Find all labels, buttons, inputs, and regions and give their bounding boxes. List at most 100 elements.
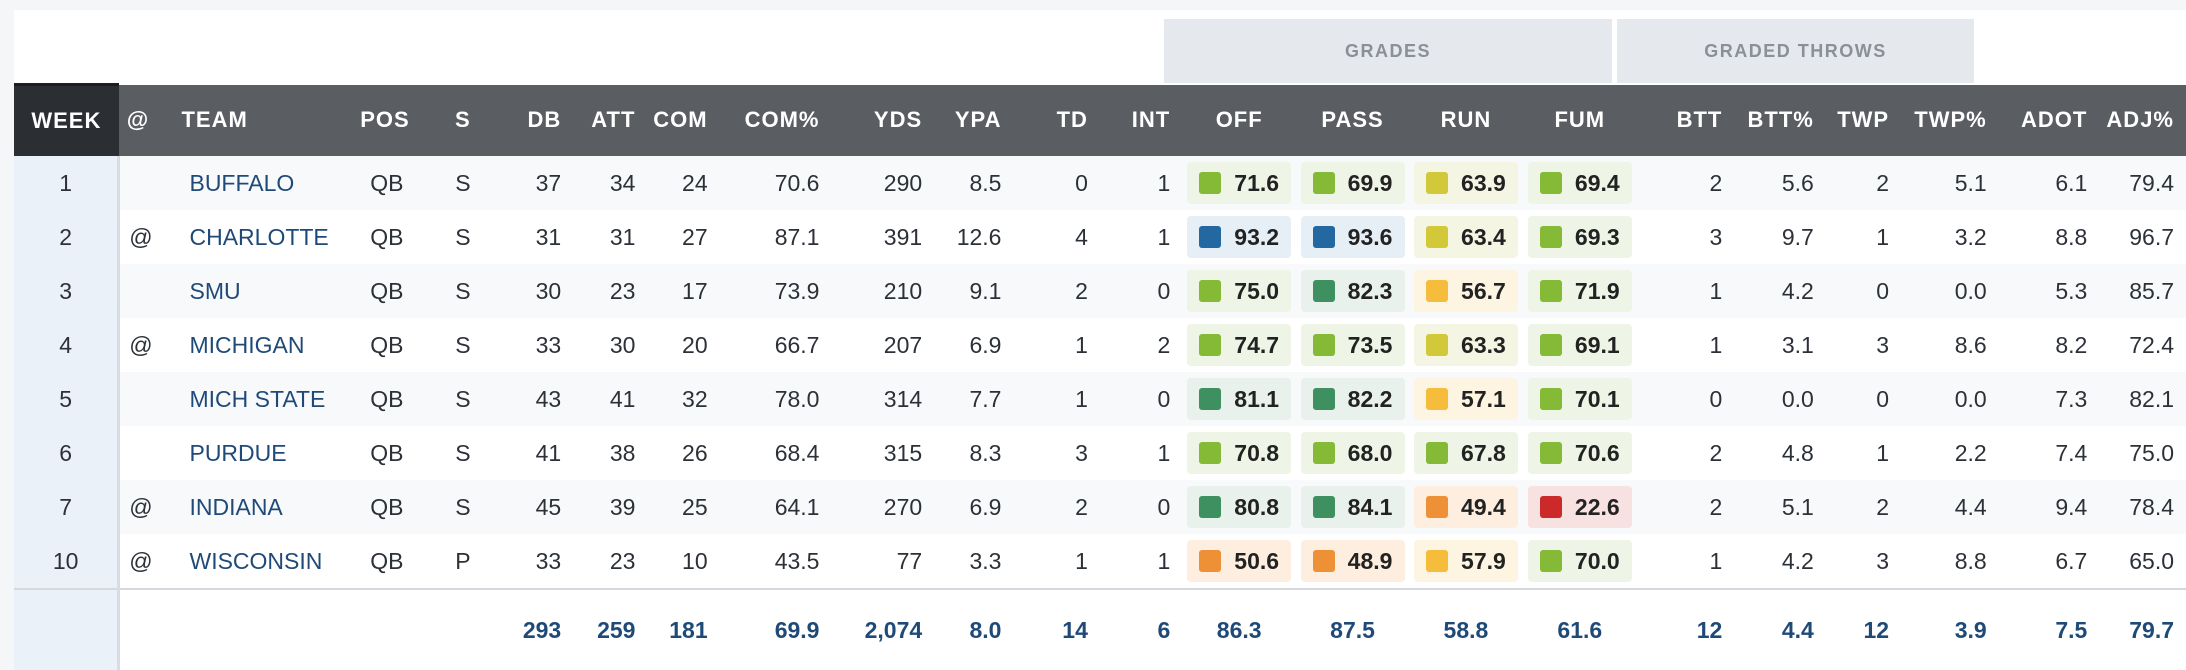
- col-header-td[interactable]: TD: [1013, 84, 1100, 156]
- at-cell: @: [118, 534, 165, 589]
- int-cell: 1: [1099, 156, 1183, 210]
- off-grade-pill: 70.8: [1187, 432, 1292, 474]
- team-link[interactable]: PURDUE: [164, 426, 331, 480]
- col-header-btt-pct[interactable]: BTT%: [1734, 84, 1826, 156]
- col-header-pass[interactable]: PASS: [1296, 84, 1409, 156]
- com-cell: 32: [647, 372, 720, 426]
- col-header-btt[interactable]: BTT: [1636, 84, 1735, 156]
- off-grade-value: 50.6: [1234, 547, 1280, 574]
- col-header-off[interactable]: OFF: [1182, 84, 1297, 156]
- att-cell: 41: [573, 372, 648, 426]
- pos-cell: QB: [330, 372, 431, 426]
- run-grade-pill: 49.4: [1413, 486, 1518, 528]
- com-cell: 17: [647, 264, 720, 318]
- table-row[interactable]: 10 @ WISCONSIN QB P 33 23 10 43.5 77 3.3 1 1 50.6 48.9…: [14, 534, 2186, 589]
- yds-cell: 391: [831, 210, 935, 264]
- grade-color-swatch: [1426, 442, 1449, 464]
- off-grade-pill: 75.0: [1187, 270, 1292, 312]
- fum-grade-cell: 70.1: [1522, 372, 1637, 426]
- off-grade-pill: 71.6: [1187, 162, 1292, 204]
- table-row[interactable]: 1 BUFFALO QB S 37 34 24 70.6 290 8.5 0 1 71.6 69.9 63.…: [14, 156, 2186, 210]
- grade-color-swatch: [1312, 496, 1335, 518]
- week-cell: 1: [14, 156, 121, 210]
- col-header-yds[interactable]: YDS: [831, 84, 935, 156]
- pass-grade-value: 48.9: [1347, 547, 1393, 574]
- pos-cell: QB: [330, 426, 431, 480]
- col-header-adot[interactable]: ADOT: [1998, 84, 2100, 156]
- fum-grade-cell: 71.9: [1522, 264, 1637, 318]
- adj-cell: 96.7: [2099, 210, 2186, 264]
- grade-color-swatch: [1539, 334, 1562, 356]
- grade-color-swatch: [1312, 280, 1335, 302]
- run-grade-cell: 67.8: [1408, 426, 1523, 480]
- table-row[interactable]: 2 @ CHARLOTTE QB S 31 31 27 87.1 391 12.6 4 1 93.2 93.…: [14, 210, 2186, 264]
- pass-grade-pill: 69.9: [1300, 162, 1405, 204]
- att-cell: 38: [573, 426, 648, 480]
- ypa-cell: 7.7: [934, 372, 1014, 426]
- off-grade-pill: 93.2: [1187, 216, 1292, 258]
- pass-grade-cell: 73.5: [1296, 318, 1409, 372]
- team-link[interactable]: SMU: [164, 264, 331, 318]
- yds-cell: 270: [831, 480, 935, 534]
- status-cell: S: [430, 318, 495, 372]
- col-header-int[interactable]: INT: [1099, 84, 1183, 156]
- fum-grade-pill: 69.1: [1527, 324, 1632, 366]
- col-header-at[interactable]: @: [118, 84, 165, 156]
- run-grade-pill: 63.3: [1413, 324, 1518, 366]
- btt-pct-cell: 4.2: [1734, 534, 1826, 589]
- run-grade-pill: 63.9: [1413, 162, 1518, 204]
- col-header-week[interactable]: WEEK: [14, 83, 119, 156]
- run-grade-value: 67.8: [1461, 439, 1506, 466]
- twp-pct-cell: 5.1: [1901, 156, 1999, 210]
- table-row[interactable]: 6 PURDUE QB S 41 38 26 68.4 315 8.3 3 1 70.8 68.0 67.8…: [14, 426, 2186, 480]
- fum-grade-pill: 69.3: [1527, 216, 1632, 258]
- totals-empty-cell: [118, 588, 495, 670]
- run-grade-pill: 56.7: [1413, 270, 1518, 312]
- col-header-s[interactable]: S: [430, 84, 495, 156]
- com-cell: 27: [647, 210, 720, 264]
- pass-grade-value: 73.5: [1347, 331, 1393, 358]
- col-header-team[interactable]: TEAM: [164, 84, 331, 156]
- week-cell: 3: [14, 264, 121, 318]
- fum-grade-pill: 71.9: [1527, 270, 1632, 312]
- team-link[interactable]: INDIANA: [164, 480, 331, 534]
- table-row[interactable]: 3 SMU QB S 30 23 17 73.9 210 9.1 2 0 75.0 82.3 56.7 71.…: [14, 264, 2186, 318]
- col-header-fum[interactable]: FUM: [1522, 84, 1637, 156]
- col-header-adj[interactable]: ADJ%: [2099, 84, 2186, 156]
- col-header-twp[interactable]: TWP: [1825, 84, 1902, 156]
- total-yds: 2,074: [831, 588, 935, 670]
- grades-group-header: GRADES: [1164, 19, 1612, 83]
- team-link[interactable]: CHARLOTTE: [164, 210, 331, 264]
- team-link[interactable]: WISCONSIN: [164, 534, 331, 589]
- int-cell: 0: [1099, 264, 1183, 318]
- com-cell: 26: [647, 426, 720, 480]
- totals-row: 293 259 181 69.9 2,074 8.0 14 6 86.3 87.…: [14, 588, 2186, 670]
- adot-cell: 7.3: [1998, 372, 2100, 426]
- col-header-com-pct[interactable]: COM%: [719, 84, 832, 156]
- col-header-pos[interactable]: POS: [330, 84, 431, 156]
- at-cell: [118, 264, 165, 318]
- col-header-com[interactable]: COM: [647, 84, 720, 156]
- team-link[interactable]: MICHIGAN: [164, 318, 331, 372]
- off-grade-value: 93.2: [1234, 223, 1280, 250]
- off-grade-value: 81.1: [1234, 385, 1280, 412]
- pass-grade-value: 68.0: [1347, 439, 1393, 466]
- table-row[interactable]: 7 @ INDIANA QB S 45 39 25 64.1 270 6.9 2 0 80.8 84.1 49…: [14, 480, 2186, 534]
- col-header-twp-pct[interactable]: TWP%: [1901, 84, 1999, 156]
- btt-pct-cell: 4.8: [1734, 426, 1826, 480]
- twp-cell: 3: [1825, 318, 1902, 372]
- team-link[interactable]: BUFFALO: [164, 156, 331, 210]
- col-header-att[interactable]: ATT: [573, 84, 648, 156]
- team-link[interactable]: MICH STATE: [164, 372, 331, 426]
- run-grade-pill: 57.9: [1413, 540, 1518, 582]
- status-cell: P: [430, 534, 495, 589]
- twp-pct-cell: 8.8: [1901, 534, 1999, 589]
- col-header-run[interactable]: RUN: [1408, 84, 1523, 156]
- adot-cell: 6.1: [1998, 156, 2100, 210]
- table-row[interactable]: 4 @ MICHIGAN QB S 33 30 20 66.7 207 6.9 1 2 74.7 73.5 6…: [14, 318, 2186, 372]
- td-cell: 0: [1013, 156, 1100, 210]
- col-header-ypa[interactable]: YPA: [934, 84, 1014, 156]
- btt-cell: 2: [1636, 426, 1735, 480]
- table-row[interactable]: 5 MICH STATE QB S 43 41 32 78.0 314 7.7 1 0 81.1 82.2…: [14, 372, 2186, 426]
- col-header-db[interactable]: DB: [494, 84, 574, 156]
